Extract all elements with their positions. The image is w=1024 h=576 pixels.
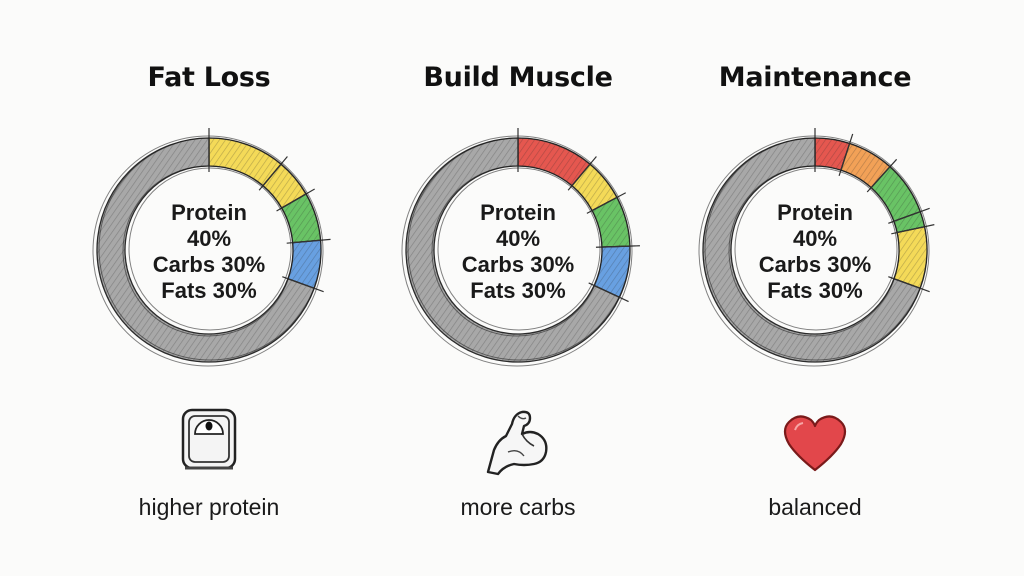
ring-line: Carbs 30% — [758, 252, 872, 277]
ring-segment-texture — [594, 246, 630, 298]
ring-outline — [122, 165, 294, 337]
panel-caption: higher protein — [138, 494, 280, 520]
ring-line: Carbs 30% — [461, 252, 575, 277]
ring-line: Protein — [480, 200, 556, 225]
ring-segment-texture — [281, 194, 321, 243]
ring-line: Protein — [171, 200, 247, 225]
macro-ring — [92, 128, 331, 367]
ring-line: Fats 30% — [470, 278, 566, 303]
ring-segment-texture — [893, 211, 925, 233]
ring-segment-texture — [592, 197, 630, 248]
panel-build-muscle: Build Muscle Protein 40% Carbs 30% Fats … — [378, 0, 658, 576]
ring-line: Protein — [777, 200, 853, 225]
ring-divider — [286, 238, 331, 244]
ring-line: Fats 30% — [767, 278, 863, 303]
ring-divider — [276, 188, 315, 212]
ring-segment-texture — [209, 138, 281, 186]
ring-segment-texture — [840, 143, 890, 188]
ring-outline — [407, 137, 631, 361]
ring-divider — [866, 158, 898, 193]
ring-divider — [888, 207, 930, 224]
panel-caption: balanced — [768, 494, 862, 520]
ring-outline — [734, 167, 898, 331]
ring-divider — [838, 133, 854, 177]
ring-outline — [98, 137, 322, 361]
ring-outline — [437, 167, 601, 331]
ring-segment-texture — [287, 240, 321, 289]
panel-title: Build Muscle — [423, 62, 613, 93]
ring-outline — [401, 135, 633, 367]
ring-segment-texture — [262, 164, 306, 208]
scale-icon — [169, 400, 249, 480]
ring-divider — [586, 192, 627, 214]
panel-title: Maintenance — [718, 62, 912, 93]
ring-center-label: Protein 40% Carbs 30% Fats 30% — [109, 200, 309, 304]
ring-line: 40% — [186, 226, 232, 251]
ring-segment-texture — [815, 138, 850, 171]
ring-line: 40% — [495, 226, 541, 251]
ring-center-label: Protein 40% Carbs 30% Fats 30% — [418, 200, 618, 304]
ring-line: 40% — [792, 226, 838, 251]
macro-ring — [401, 128, 640, 367]
ring-outline — [128, 167, 292, 331]
ring-outline — [431, 165, 603, 337]
ring-outline — [728, 165, 900, 337]
ring-outline — [698, 135, 930, 367]
panel-fat-loss: Fat Loss Protein 40% Carbs 30% Fats 30% … — [69, 0, 349, 576]
ring-line: Fats 30% — [161, 278, 257, 303]
ring-segment-texture — [571, 164, 617, 211]
ring-divider — [891, 224, 935, 235]
flexed-arm-icon — [478, 400, 558, 480]
ring-divider — [595, 245, 640, 248]
panel-maintenance: Maintenance Protein 40% Carbs 30% Fats 3… — [675, 0, 955, 576]
heart-icon — [775, 400, 855, 480]
ring-divider — [567, 156, 597, 191]
ring-segment-texture — [518, 138, 590, 186]
panel-caption: more carbs — [460, 494, 576, 520]
ring-outline — [92, 135, 324, 367]
macro-ring — [698, 128, 935, 367]
ring-outline — [704, 137, 928, 361]
ring-divider — [258, 156, 288, 191]
panel-title: Fat Loss — [147, 62, 271, 93]
ring-segment-texture — [871, 166, 921, 222]
ring-segment-texture — [893, 226, 927, 289]
ring-line: Carbs 30% — [152, 252, 266, 277]
ring-center-label: Protein 40% Carbs 30% Fats 30% — [715, 200, 915, 304]
